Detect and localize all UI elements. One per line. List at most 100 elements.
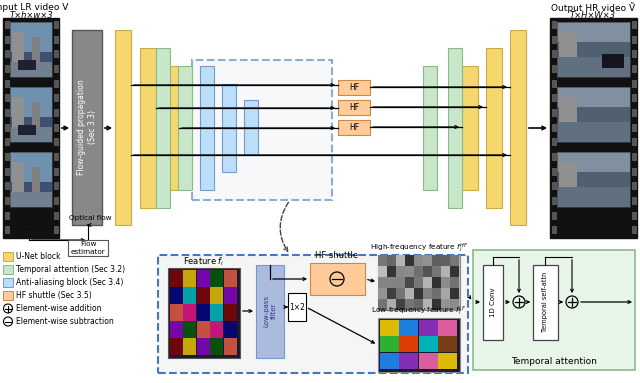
Bar <box>183 287 196 304</box>
Text: Flow
estimator: Flow estimator <box>70 242 106 254</box>
Bar <box>197 338 210 355</box>
Bar <box>387 299 396 310</box>
Bar <box>450 266 459 277</box>
Bar <box>197 287 210 304</box>
Bar <box>450 299 459 310</box>
Bar <box>10 62 52 77</box>
Bar <box>140 48 156 208</box>
Text: High-frequency feature $f_i^{HF}$: High-frequency feature $f_i^{HF}$ <box>370 241 468 255</box>
Text: HF: HF <box>349 123 359 131</box>
Bar <box>3 252 13 261</box>
Bar <box>4 138 8 145</box>
Bar <box>632 138 636 145</box>
Bar <box>54 50 58 57</box>
Bar <box>557 152 630 207</box>
Bar <box>396 288 405 299</box>
Bar <box>396 266 405 277</box>
Bar <box>441 299 450 310</box>
Bar <box>414 299 423 310</box>
Bar <box>552 80 556 87</box>
Bar <box>380 320 399 336</box>
Text: Low-frequency feature $f_i^{LF}$: Low-frequency feature $f_i^{LF}$ <box>371 304 467 318</box>
Bar <box>3 291 13 300</box>
Bar <box>338 80 370 95</box>
Bar <box>510 30 526 225</box>
Bar <box>419 320 438 336</box>
Bar <box>12 162 24 192</box>
Bar <box>10 192 52 207</box>
Bar <box>10 52 52 77</box>
Bar <box>378 255 460 310</box>
Bar <box>224 338 237 355</box>
Bar <box>4 182 8 189</box>
Bar <box>557 57 630 77</box>
Bar <box>4 94 8 101</box>
Bar <box>380 336 399 352</box>
Bar <box>288 293 306 321</box>
Text: Flow-guided propagation
(Sec 3.3): Flow-guided propagation (Sec 3.3) <box>77 79 97 175</box>
Bar <box>632 153 636 160</box>
Bar <box>183 270 196 287</box>
Bar <box>338 120 370 135</box>
Text: Anti-aliasing block (Sec 3.4): Anti-aliasing block (Sec 3.4) <box>16 278 124 287</box>
Bar <box>448 48 462 208</box>
Bar <box>12 32 24 62</box>
Bar <box>10 87 52 142</box>
Bar <box>414 266 423 277</box>
Bar <box>405 266 414 277</box>
Bar <box>183 304 196 321</box>
Bar <box>54 94 58 101</box>
Bar <box>423 299 432 310</box>
Bar <box>387 255 396 266</box>
Bar <box>32 167 40 192</box>
Bar <box>423 277 432 288</box>
Bar <box>462 66 478 190</box>
Bar <box>557 87 630 142</box>
Bar <box>68 240 108 256</box>
Text: Output HR video Ṽ: Output HR video Ṽ <box>551 3 635 13</box>
Bar <box>552 21 556 28</box>
Bar <box>224 304 237 321</box>
Bar <box>54 80 58 87</box>
Bar <box>552 197 556 204</box>
Bar <box>10 87 52 142</box>
Bar <box>557 152 630 207</box>
Bar <box>399 336 418 352</box>
Bar <box>4 197 8 204</box>
Bar <box>473 250 635 370</box>
Bar <box>170 321 183 338</box>
Bar <box>156 48 170 208</box>
Bar <box>4 124 8 131</box>
Bar <box>423 288 432 299</box>
Bar <box>378 288 387 299</box>
Bar <box>200 66 214 190</box>
Bar <box>559 97 577 122</box>
Bar <box>10 22 52 77</box>
Text: Element-wise addition: Element-wise addition <box>16 304 102 313</box>
Bar <box>632 182 636 189</box>
Bar <box>438 353 457 369</box>
Bar <box>552 94 556 101</box>
Bar <box>32 102 40 127</box>
Bar <box>552 168 556 175</box>
Bar <box>552 50 556 57</box>
Bar <box>423 266 432 277</box>
Bar <box>197 321 210 338</box>
Bar <box>178 66 192 190</box>
Bar <box>224 270 237 287</box>
Bar <box>10 127 52 142</box>
Bar <box>54 109 58 116</box>
Bar <box>414 288 423 299</box>
Bar <box>4 80 8 87</box>
Bar <box>4 50 8 57</box>
Bar <box>450 288 459 299</box>
Bar <box>18 60 36 70</box>
Bar <box>438 320 457 336</box>
Text: ...: ... <box>587 221 599 234</box>
Text: Element-wise subtraction: Element-wise subtraction <box>16 317 114 326</box>
Bar <box>419 336 438 352</box>
Bar <box>4 109 8 116</box>
Bar <box>378 255 387 266</box>
Bar <box>3 265 13 274</box>
Bar <box>378 299 387 310</box>
